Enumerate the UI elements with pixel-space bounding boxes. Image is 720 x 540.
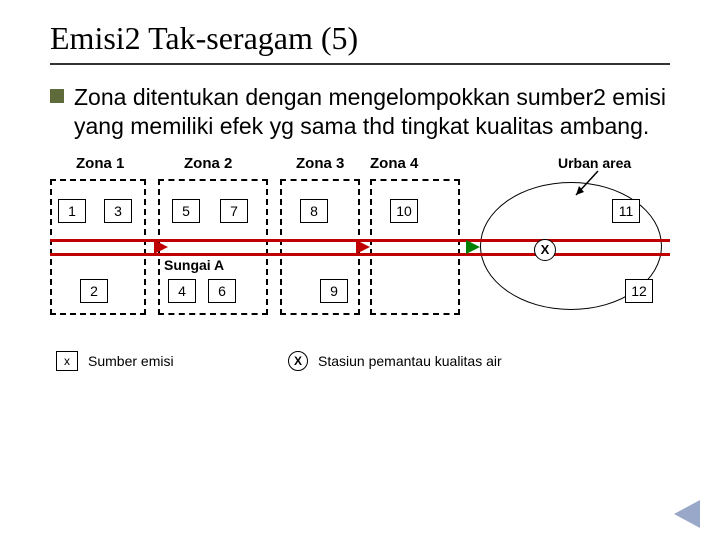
bullet-item: Zona ditentukan dengan mengelompokkan su… [50,83,670,141]
zone3-label: Zona 3 [296,155,344,172]
bullet-text: Zona ditentukan dengan mengelompokkan su… [74,83,670,141]
urban-area-label: Urban area [558,155,631,171]
legend-station: X Stasiun pemantau kualitas air [288,351,502,371]
zone2-label: Zona 2 [184,155,232,172]
legend-source-label: Sumber emisi [88,353,174,369]
emission-source-box: 3 [104,199,132,223]
emission-source-box: 7 [220,199,248,223]
emission-source-box: 2 [80,279,108,303]
legend-station-icon: X [288,351,308,371]
emission-source-box: 10 [390,199,418,223]
river-arrow-icon [466,240,480,254]
emission-source-box: 1 [58,199,86,223]
emission-source-box: 5 [172,199,200,223]
river-label: Sungai A [164,257,224,273]
emission-source-box: 6 [208,279,236,303]
zone-diagram: Zona 1 Zona 2 Zona 3 Zona 4 Urban area S… [50,155,670,385]
river-arrow-icon [356,240,370,254]
legend-source-icon: x [56,351,78,371]
bullet-marker-icon [50,89,64,103]
legend-station-label: Stasiun pemantau kualitas air [318,353,502,369]
slide-title: Emisi2 Tak-seragam (5) [50,20,670,65]
emission-source-box: 8 [300,199,328,223]
zone4-label: Zona 4 [370,155,418,172]
station-marker: X [534,239,556,261]
legend-source: x Sumber emisi [56,351,174,371]
emission-source-box: 12 [625,279,653,303]
emission-source-box: 11 [612,199,640,223]
emission-source-box: 9 [320,279,348,303]
emission-source-box: 4 [168,279,196,303]
river-arrow-icon [154,240,168,254]
zone1-label: Zona 1 [76,155,124,172]
back-button[interactable] [674,500,700,528]
